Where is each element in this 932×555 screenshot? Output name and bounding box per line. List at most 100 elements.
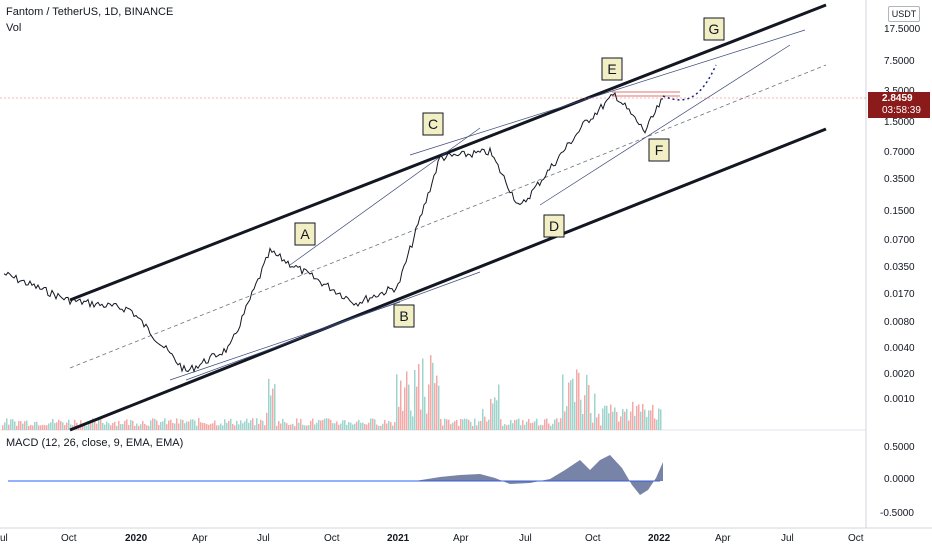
volume-bar xyxy=(612,411,614,430)
volume-bar xyxy=(98,418,100,430)
volume-bar xyxy=(536,418,538,430)
volume-bar xyxy=(316,422,318,430)
volume-bar xyxy=(102,422,104,430)
volume-bar xyxy=(108,423,110,430)
annotation-f[interactable]: F xyxy=(648,138,670,162)
volume-bar xyxy=(254,425,256,430)
annotation-c[interactable]: C xyxy=(422,112,444,136)
volume-bar xyxy=(214,420,216,430)
currency-badge[interactable]: USDT xyxy=(888,6,920,22)
volume-bar xyxy=(544,419,546,430)
volume-bar xyxy=(324,418,326,430)
volume-bar xyxy=(420,409,422,430)
volume-bar xyxy=(404,387,406,430)
volume-bar xyxy=(236,420,238,430)
volume-bar xyxy=(298,422,300,430)
volume-label: Vol xyxy=(6,22,22,34)
volume-bar xyxy=(444,418,446,430)
time-tick-label: 2022 xyxy=(648,533,671,544)
volume-bar xyxy=(364,424,366,430)
annotation-e[interactable]: E xyxy=(601,57,623,81)
volume-bar xyxy=(548,423,550,430)
volume-bar xyxy=(368,422,370,430)
volume-bar xyxy=(70,424,72,430)
annotation-a[interactable]: A xyxy=(294,222,316,246)
volume-bar xyxy=(112,423,114,430)
volume-bar xyxy=(300,419,302,430)
volume-bar xyxy=(588,385,590,430)
volume-bar xyxy=(202,423,204,430)
volume-bar xyxy=(152,418,154,430)
volume-bar xyxy=(540,424,542,430)
volume-bar xyxy=(238,424,240,430)
volume-bar xyxy=(216,425,218,430)
volume-bar xyxy=(250,420,252,430)
volume-bar xyxy=(92,418,94,430)
volume-bar xyxy=(434,383,436,430)
volume-bar xyxy=(652,404,654,430)
volume-bar xyxy=(182,419,184,430)
volume-bar xyxy=(596,417,598,430)
volume-bar xyxy=(160,422,162,430)
trend-line xyxy=(289,127,481,266)
price-tick-label: 1.5000 xyxy=(884,117,915,128)
volume-bar xyxy=(460,419,462,430)
volume-bar xyxy=(196,425,198,430)
volume-bar xyxy=(96,423,98,430)
volume-bar xyxy=(610,404,612,430)
volume-bar xyxy=(258,423,260,430)
chart-title: Fantom / TetherUS, 1D, BINANCE xyxy=(6,6,174,18)
volume-bar xyxy=(184,423,186,430)
volume-bar xyxy=(110,425,112,430)
current-price-badge: 2.8459 03:58:39 xyxy=(868,92,930,118)
volume-bar xyxy=(340,423,342,430)
volume-bar xyxy=(656,419,658,430)
price-tick-label: 0.0350 xyxy=(884,262,915,273)
price-tick-label: 17.5000 xyxy=(884,24,921,35)
volume-bar xyxy=(350,422,352,430)
volume-bar xyxy=(282,418,284,430)
volume-bar xyxy=(478,421,480,430)
volume-bar xyxy=(378,425,380,430)
price-tick-label: 0.7000 xyxy=(884,147,915,158)
volume-bar xyxy=(88,422,90,430)
volume-bar xyxy=(336,421,338,430)
volume-bar xyxy=(566,406,568,430)
volume-bar xyxy=(24,421,26,430)
trend-line xyxy=(69,3,827,302)
volume-bar xyxy=(580,399,582,430)
volume-bar xyxy=(416,386,418,430)
volume-bar xyxy=(194,420,196,430)
volume-bar xyxy=(394,422,396,430)
volume-bar xyxy=(118,421,120,430)
macd-histogram xyxy=(415,455,663,495)
annotation-b[interactable]: B xyxy=(393,304,415,328)
volume-bar xyxy=(572,378,574,430)
projection-path xyxy=(662,64,717,101)
volume-bar xyxy=(222,425,224,430)
volume-bar xyxy=(226,422,228,430)
volume-bar xyxy=(252,418,254,430)
volume-bar xyxy=(290,424,292,430)
annotation-d[interactable]: D xyxy=(543,214,565,238)
volume-bar xyxy=(492,403,494,430)
volume-bar xyxy=(338,424,340,430)
volume-bar xyxy=(514,420,516,430)
volume-bar xyxy=(308,425,310,430)
time-tick-label: 2020 xyxy=(125,533,148,544)
volume-bar xyxy=(620,416,622,430)
price-tick-label: 3.5000 xyxy=(884,86,915,97)
volume-bar xyxy=(142,421,144,430)
volume-bar xyxy=(618,421,620,430)
volume-bar xyxy=(140,424,142,430)
volume-bar xyxy=(64,425,66,430)
volume-bar xyxy=(454,421,456,430)
volume-bar xyxy=(418,364,420,430)
volume-bar xyxy=(306,425,308,430)
annotation-g[interactable]: G xyxy=(703,17,725,41)
volume-bar xyxy=(576,369,578,430)
volume-bar xyxy=(138,425,140,430)
volume-bar xyxy=(332,423,334,430)
